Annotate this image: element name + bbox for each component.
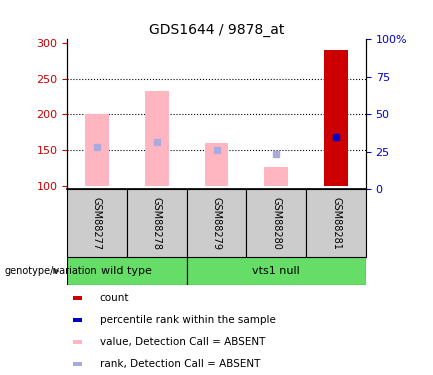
Text: GSM88278: GSM88278: [152, 196, 162, 250]
Bar: [246, 189, 306, 257]
Bar: [187, 257, 366, 285]
Text: count: count: [100, 293, 129, 303]
Bar: [324, 50, 348, 186]
Bar: [73, 296, 82, 300]
Bar: [187, 189, 246, 257]
Text: GSM88277: GSM88277: [92, 196, 102, 250]
Bar: [127, 189, 187, 257]
Bar: [73, 318, 82, 322]
Bar: [85, 114, 109, 186]
Text: percentile rank within the sample: percentile rank within the sample: [100, 315, 275, 325]
Bar: [73, 362, 82, 366]
Bar: [264, 166, 288, 186]
Bar: [145, 91, 169, 186]
Text: rank, Detection Call = ABSENT: rank, Detection Call = ABSENT: [100, 359, 260, 369]
Text: GSM88281: GSM88281: [331, 196, 341, 250]
Bar: [73, 340, 82, 344]
Text: GSM88280: GSM88280: [271, 196, 281, 250]
Text: GSM88279: GSM88279: [211, 196, 222, 250]
Text: wild type: wild type: [101, 266, 152, 276]
Text: genotype/variation: genotype/variation: [4, 266, 97, 276]
Bar: [306, 189, 366, 257]
Title: GDS1644 / 9878_at: GDS1644 / 9878_at: [149, 23, 284, 37]
Bar: [67, 257, 187, 285]
Bar: [67, 189, 127, 257]
Bar: [204, 143, 229, 186]
Text: vts1 null: vts1 null: [252, 266, 300, 276]
Text: value, Detection Call = ABSENT: value, Detection Call = ABSENT: [100, 337, 265, 347]
